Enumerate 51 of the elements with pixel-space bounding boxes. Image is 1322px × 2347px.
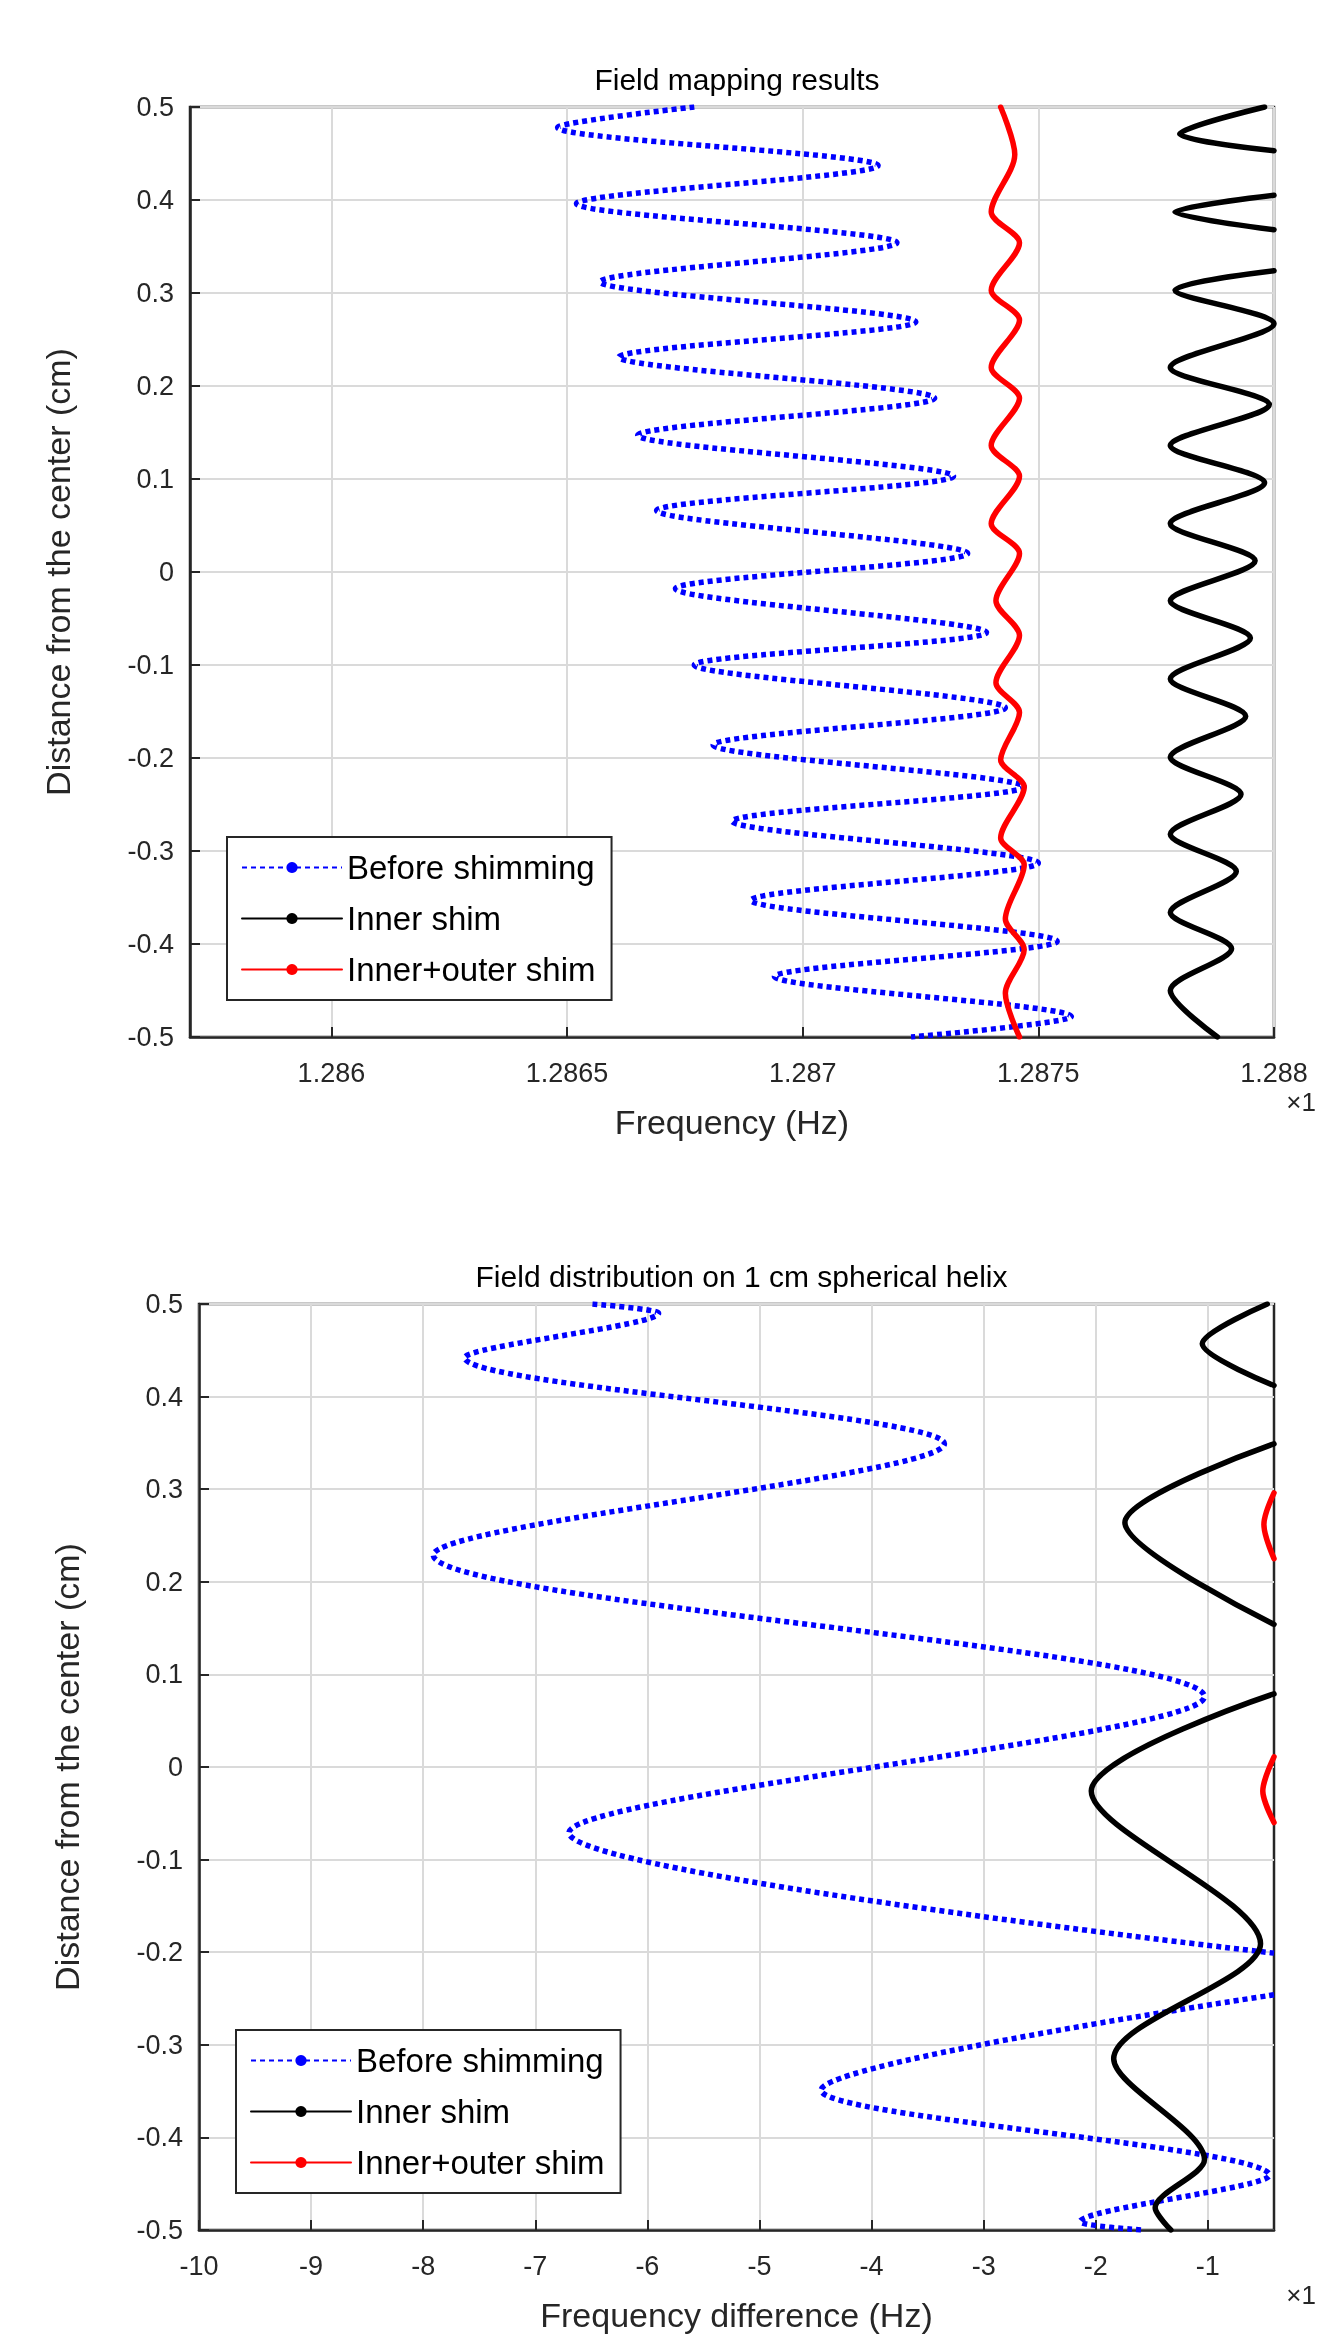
x-tick-label: 1.286 bbox=[297, 1057, 366, 1088]
x-tick-label: 1.287 bbox=[768, 1057, 837, 1088]
y-tick-label: 0.5 bbox=[136, 92, 174, 122]
y-tick-label: 0.5 bbox=[145, 1289, 183, 1319]
legend-label: Inner shim bbox=[347, 900, 502, 937]
y-tick-label: 0.1 bbox=[145, 1659, 183, 1690]
x-tick-label: 1.2875 bbox=[997, 1057, 1080, 1088]
y-tick-label: 0.1 bbox=[136, 464, 174, 494]
y-tick-label: -0.4 bbox=[127, 929, 174, 959]
y-tick-label: -0.4 bbox=[136, 2122, 183, 2153]
x-tick-label: 1.2865 bbox=[525, 1057, 609, 1088]
x-tick-label: -5 bbox=[747, 2250, 772, 2281]
y-tick-label: 0.3 bbox=[145, 1474, 183, 1505]
y-tick-label: -0.5 bbox=[136, 2215, 183, 2245]
x-tick-label: -2 bbox=[1083, 2250, 1108, 2281]
legend-label: Before shimming bbox=[356, 2042, 604, 2079]
y-tick-label: -0.3 bbox=[127, 836, 174, 866]
legend-label: Inner+outer shim bbox=[347, 951, 596, 988]
x-tick-label: 1.288 bbox=[1240, 1057, 1308, 1088]
y-axis-title: Distance from the center (cm) bbox=[39, 348, 77, 796]
x-tick-label: -6 bbox=[635, 2250, 660, 2281]
y-tick-label: -0.2 bbox=[136, 1937, 183, 1968]
x-tick-label: -7 bbox=[523, 2250, 548, 2281]
text: ×1 bbox=[1286, 2280, 1317, 2310]
legend-label: Before shimming bbox=[347, 849, 595, 886]
y-tick-label: 0 bbox=[167, 1752, 183, 1782]
y-tick-label: 0 bbox=[158, 557, 174, 587]
chart-title: Field distribution on 1 cm spherical helix bbox=[475, 1259, 1008, 1293]
x-tick-label: -3 bbox=[971, 2250, 996, 2281]
x-tick-label: -1 bbox=[1195, 2250, 1220, 2281]
y-tick-label: -0.3 bbox=[136, 2029, 183, 2060]
x-axis-title: Frequency difference (Hz) bbox=[540, 2296, 933, 2334]
y-tick-label: -0.5 bbox=[127, 1022, 174, 1052]
y-tick-label: 0.3 bbox=[136, 278, 174, 308]
legend-label: Inner+outer shim bbox=[356, 2144, 605, 2181]
x-tick-label: -4 bbox=[859, 2250, 884, 2281]
x-tick-label: -8 bbox=[411, 2250, 436, 2281]
chart-title: Field mapping results bbox=[594, 62, 880, 96]
x-axis-title: Frequency (Hz) bbox=[614, 1103, 850, 1141]
y-axis-title: Distance from the center (cm) bbox=[48, 1543, 86, 1991]
y-tick-label: -0.2 bbox=[127, 743, 174, 773]
y-tick-label: 0.2 bbox=[145, 1566, 183, 1597]
y-tick-label: 0.4 bbox=[136, 185, 174, 215]
legend-label: Inner shim bbox=[356, 2093, 511, 2130]
y-tick-label: -0.1 bbox=[127, 650, 174, 680]
y-tick-label: 0.4 bbox=[145, 1381, 183, 1412]
text: ×1 bbox=[1286, 1087, 1317, 1117]
y-tick-label: 0.2 bbox=[136, 371, 174, 401]
y-tick-label: -0.1 bbox=[136, 1844, 183, 1875]
x-tick-label: -9 bbox=[299, 2250, 324, 2281]
x-tick-label: -10 bbox=[179, 2250, 219, 2281]
